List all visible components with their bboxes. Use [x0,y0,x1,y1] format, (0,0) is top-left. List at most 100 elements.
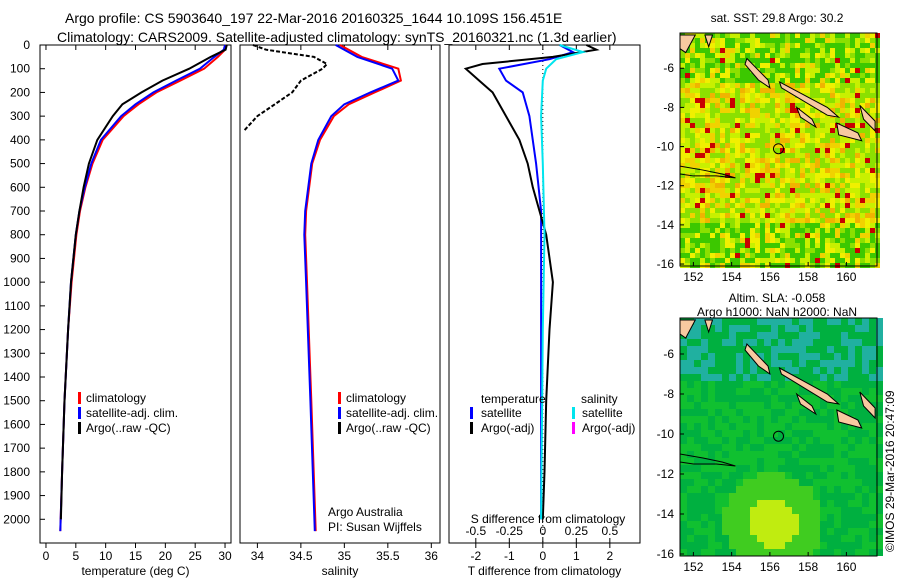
map-cell [695,153,700,158]
map-cell [695,138,700,143]
map-cell [876,479,883,486]
map-cell [785,238,790,243]
map-cell [745,208,750,213]
y-tick-label: 1900 [3,489,30,503]
x-tick-label: -2 [470,549,481,563]
map-cell [800,118,805,123]
map-cell [735,228,740,233]
map-cell [720,118,725,123]
map-cell [750,213,755,218]
map-cell [860,63,865,68]
map-cell [845,78,850,83]
map-cell [862,535,869,542]
map-cell [806,367,813,374]
map-cell [869,325,876,332]
map-cell [825,148,830,153]
map-cell [760,123,765,128]
map-cell [760,58,765,63]
map-cell [805,58,810,63]
map-cell [740,118,745,123]
map-cell [862,493,869,500]
map-cell [760,198,765,203]
map-cell [825,78,830,83]
map-cell [722,346,729,353]
map-cell [715,143,720,148]
map-cell [695,218,700,223]
map-cell [760,218,765,223]
map-cell [701,325,708,332]
map-cell [755,208,760,213]
map-cell [806,318,813,325]
map-cell [815,63,820,68]
x-tick-label: 158 [798,560,818,574]
map-cell [840,108,845,113]
map-cell [795,53,800,58]
map-cell [830,158,835,163]
map-cell [869,388,876,395]
map-cell [850,178,855,183]
map-cell [806,458,813,465]
map-cell [695,33,700,38]
map-cell [743,437,750,444]
map-cell [869,332,876,339]
map-cell [845,43,850,48]
map-cell [785,123,790,128]
map-cell [757,507,764,514]
map-cell [792,444,799,451]
map-cell [736,451,743,458]
map-cell [764,332,771,339]
map-cell [806,423,813,430]
map-cell [815,168,820,173]
map-cell [765,118,770,123]
map-cell [845,173,850,178]
map-cell [855,402,862,409]
map-cell [765,238,770,243]
map-cell [736,367,743,374]
map-cell [745,108,750,113]
map-cell [715,332,722,339]
map-cell [841,381,848,388]
map-cell [855,248,860,253]
map-cell [820,113,825,118]
map-cell [745,128,750,133]
map-cell [830,208,835,213]
map-cell [755,33,760,38]
map-cell [830,68,835,73]
map-cell [830,43,835,48]
map-cell [835,38,840,43]
map-cell [815,88,820,93]
map-cell [701,430,708,437]
map-cell [850,53,855,58]
map-cell [710,208,715,213]
map-cell [813,437,820,444]
map-cell [830,198,835,203]
map-cell [725,78,730,83]
map-cell [835,78,840,83]
map-cell [685,68,690,73]
map-cell [795,203,800,208]
map-cell [736,332,743,339]
map-cell [715,444,722,451]
map-cell [840,118,845,123]
map-cell [690,138,695,143]
map-cell [685,248,690,253]
title-line-2: Climatology: CARS2009. Satellite-adjuste… [57,29,617,45]
map-cell [855,493,862,500]
map-cell [685,148,690,153]
map-cell [760,168,765,173]
map-cell [710,158,715,163]
map-cell [715,153,720,158]
map-cell [685,253,690,258]
y-tick-label: 700 [10,204,30,218]
map-cell [785,253,790,258]
map-cell [750,108,755,113]
map-cell [785,233,790,238]
map-cell [760,158,765,163]
map-cell [827,500,834,507]
map-cell [750,423,757,430]
map-cell [876,493,883,500]
map-cell [790,103,795,108]
map-cell [865,103,870,108]
map-cell [715,53,720,58]
map-cell [735,33,740,38]
